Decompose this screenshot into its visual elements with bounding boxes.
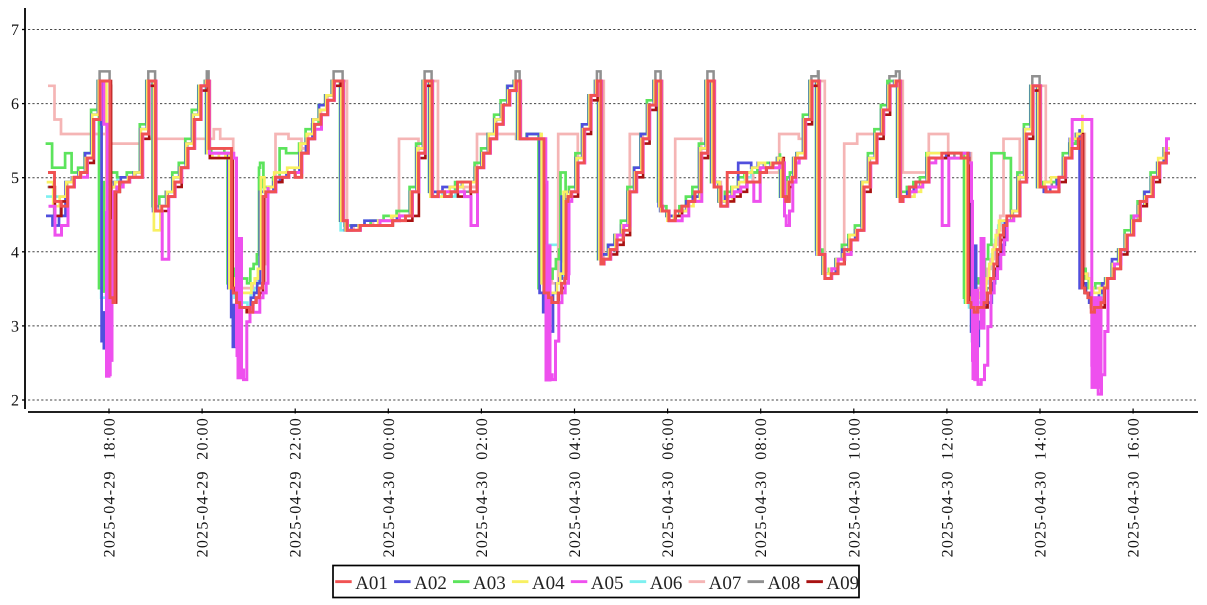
svg-text:2025-04-30 08:00: 2025-04-30 08:00 (753, 417, 770, 557)
svg-text:2025-04-29 20:00: 2025-04-29 20:00 (195, 417, 212, 557)
svg-text:A02: A02 (414, 573, 447, 594)
svg-text:A03: A03 (473, 573, 506, 594)
svg-text:A06: A06 (650, 573, 683, 594)
svg-text:2025-04-30 14:00: 2025-04-30 14:00 (1033, 417, 1050, 557)
svg-text:2025-04-30 16:00: 2025-04-30 16:00 (1126, 417, 1143, 557)
svg-text:2025-04-30 02:00: 2025-04-30 02:00 (474, 417, 491, 557)
svg-text:2025-04-29 22:00: 2025-04-29 22:00 (288, 417, 305, 557)
svg-text:A05: A05 (591, 573, 624, 594)
svg-text:2: 2 (11, 393, 19, 410)
svg-text:4: 4 (11, 244, 19, 261)
svg-text:5: 5 (11, 170, 19, 187)
svg-text:6: 6 (11, 96, 19, 113)
svg-text:3: 3 (11, 318, 19, 335)
svg-text:2025-04-30 12:00: 2025-04-30 12:00 (939, 417, 956, 557)
svg-text:2025-04-30 10:00: 2025-04-30 10:00 (846, 417, 863, 557)
svg-text:A09: A09 (826, 573, 859, 594)
svg-text:2025-04-30 00:00: 2025-04-30 00:00 (381, 417, 398, 557)
svg-text:A01: A01 (355, 573, 388, 594)
svg-text:2025-04-30 04:00: 2025-04-30 04:00 (567, 417, 584, 557)
svg-text:A04: A04 (532, 573, 565, 594)
svg-text:A07: A07 (709, 573, 742, 594)
svg-text:7: 7 (11, 22, 19, 39)
svg-text:2025-04-29 18:00: 2025-04-29 18:00 (102, 417, 119, 557)
svg-text:A08: A08 (768, 573, 801, 594)
svg-text:2025-04-30 06:00: 2025-04-30 06:00 (660, 417, 677, 557)
